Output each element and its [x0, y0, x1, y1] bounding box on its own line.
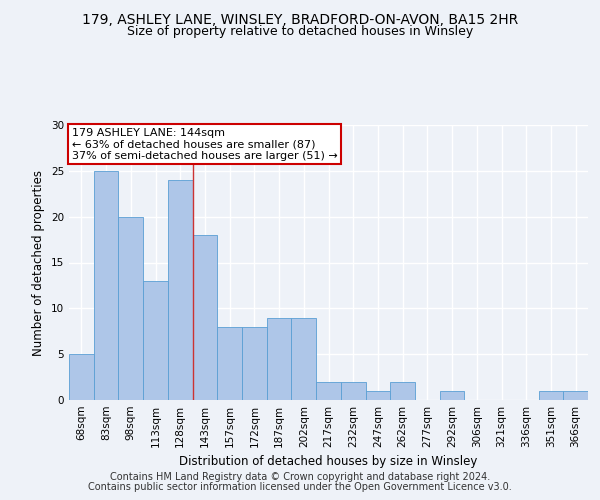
Bar — [168, 180, 193, 400]
Bar — [390, 382, 415, 400]
Bar — [94, 171, 118, 400]
Bar — [292, 318, 316, 400]
Bar — [341, 382, 365, 400]
Text: Contains public sector information licensed under the Open Government Licence v3: Contains public sector information licen… — [88, 482, 512, 492]
Bar — [267, 318, 292, 400]
Bar — [118, 216, 143, 400]
Text: Contains HM Land Registry data © Crown copyright and database right 2024.: Contains HM Land Registry data © Crown c… — [110, 472, 490, 482]
Bar — [242, 326, 267, 400]
Text: Size of property relative to detached houses in Winsley: Size of property relative to detached ho… — [127, 25, 473, 38]
Text: 179, ASHLEY LANE, WINSLEY, BRADFORD-ON-AVON, BA15 2HR: 179, ASHLEY LANE, WINSLEY, BRADFORD-ON-A… — [82, 12, 518, 26]
Bar — [217, 326, 242, 400]
Bar — [440, 391, 464, 400]
Bar — [316, 382, 341, 400]
Y-axis label: Number of detached properties: Number of detached properties — [32, 170, 46, 356]
Bar — [143, 281, 168, 400]
Bar — [563, 391, 588, 400]
Bar — [193, 235, 217, 400]
Text: 179 ASHLEY LANE: 144sqm
← 63% of detached houses are smaller (87)
37% of semi-de: 179 ASHLEY LANE: 144sqm ← 63% of detache… — [71, 128, 337, 161]
Bar — [365, 391, 390, 400]
Bar — [69, 354, 94, 400]
X-axis label: Distribution of detached houses by size in Winsley: Distribution of detached houses by size … — [179, 456, 478, 468]
Bar — [539, 391, 563, 400]
